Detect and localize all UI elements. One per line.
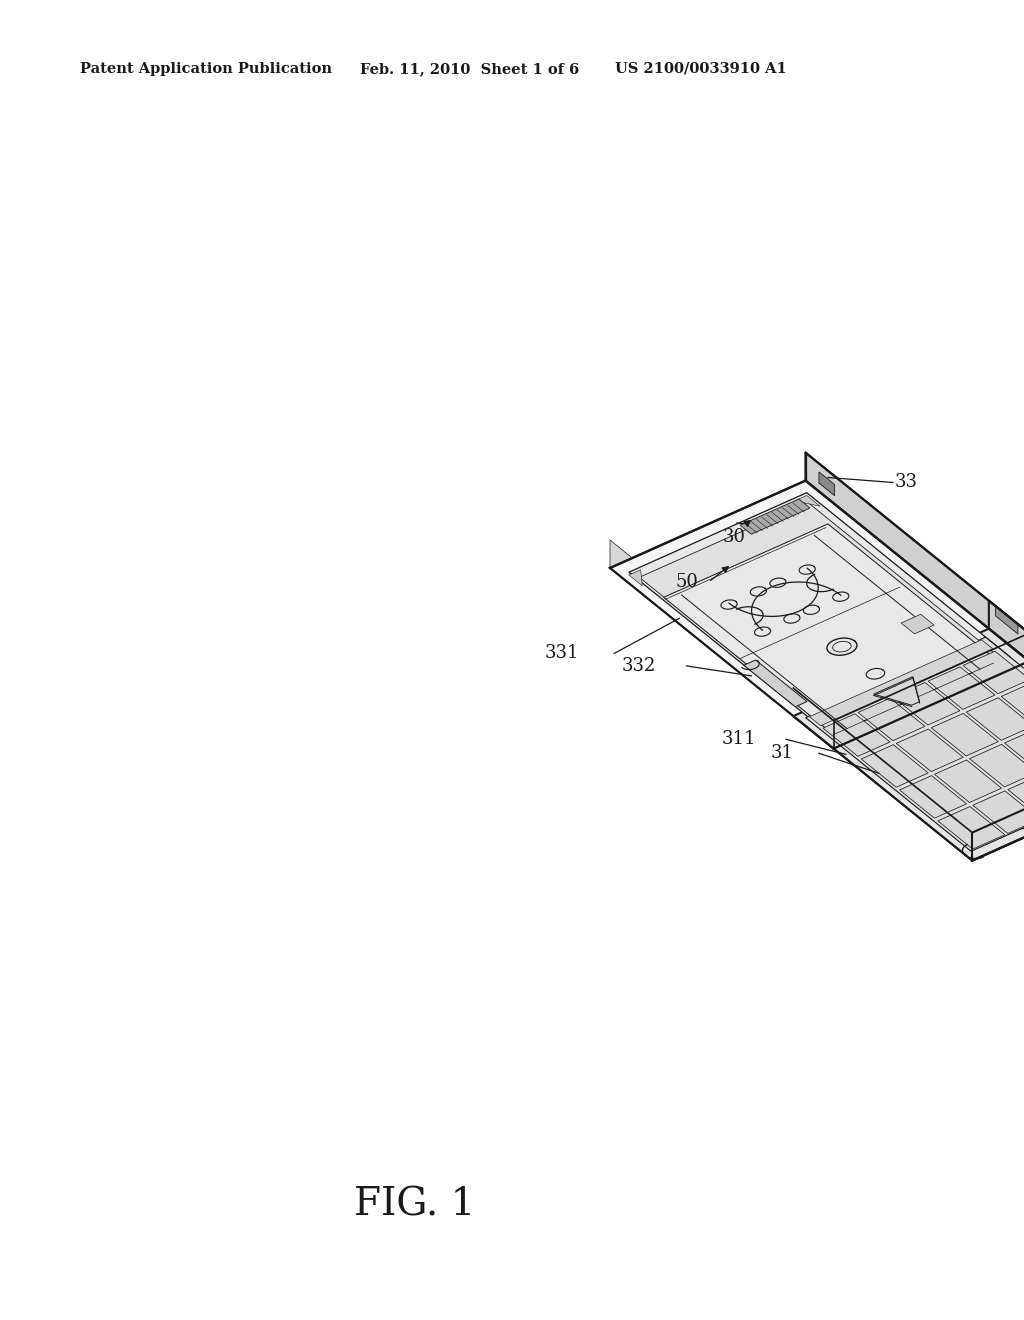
Polygon shape (861, 744, 929, 787)
Polygon shape (810, 640, 993, 726)
Polygon shape (995, 606, 1018, 634)
Text: 31: 31 (771, 744, 794, 762)
Polygon shape (743, 660, 807, 706)
Polygon shape (823, 714, 890, 756)
Polygon shape (794, 688, 972, 861)
Text: Patent Application Publication: Patent Application Publication (80, 62, 332, 77)
Text: 331: 331 (545, 644, 580, 663)
Polygon shape (834, 634, 1024, 748)
Polygon shape (1001, 682, 1024, 725)
Text: 30: 30 (723, 528, 745, 546)
Polygon shape (935, 760, 1001, 803)
Polygon shape (893, 682, 959, 725)
Polygon shape (899, 776, 967, 818)
Text: US 2100/0033910 A1: US 2100/0033910 A1 (615, 62, 786, 77)
Polygon shape (1005, 729, 1024, 771)
Text: 33: 33 (895, 474, 919, 491)
Polygon shape (973, 791, 1024, 833)
Polygon shape (794, 628, 1024, 861)
Polygon shape (931, 713, 998, 756)
Polygon shape (972, 746, 1024, 861)
Polygon shape (970, 744, 1024, 787)
Polygon shape (1008, 775, 1024, 818)
Polygon shape (858, 698, 925, 741)
Polygon shape (629, 570, 642, 586)
Text: 311: 311 (721, 730, 756, 748)
Polygon shape (819, 471, 835, 496)
Polygon shape (989, 601, 1024, 774)
Polygon shape (794, 601, 1024, 833)
Polygon shape (967, 698, 1024, 741)
Polygon shape (740, 499, 810, 535)
Polygon shape (928, 667, 995, 709)
Polygon shape (896, 729, 964, 772)
Polygon shape (873, 677, 920, 705)
Text: 332: 332 (622, 657, 656, 675)
Text: Feb. 11, 2010  Sheet 1 of 6: Feb. 11, 2010 Sheet 1 of 6 (360, 62, 580, 77)
Text: 50: 50 (676, 573, 698, 591)
Polygon shape (795, 495, 820, 507)
Polygon shape (806, 638, 1024, 851)
Polygon shape (610, 540, 834, 748)
Polygon shape (963, 651, 1024, 694)
Polygon shape (664, 524, 997, 734)
Polygon shape (610, 480, 1024, 748)
Polygon shape (629, 492, 1011, 737)
Polygon shape (901, 614, 934, 634)
Polygon shape (639, 502, 999, 733)
Polygon shape (806, 453, 1024, 661)
Text: FIG. 1: FIG. 1 (354, 1187, 475, 1224)
Polygon shape (938, 807, 1005, 849)
